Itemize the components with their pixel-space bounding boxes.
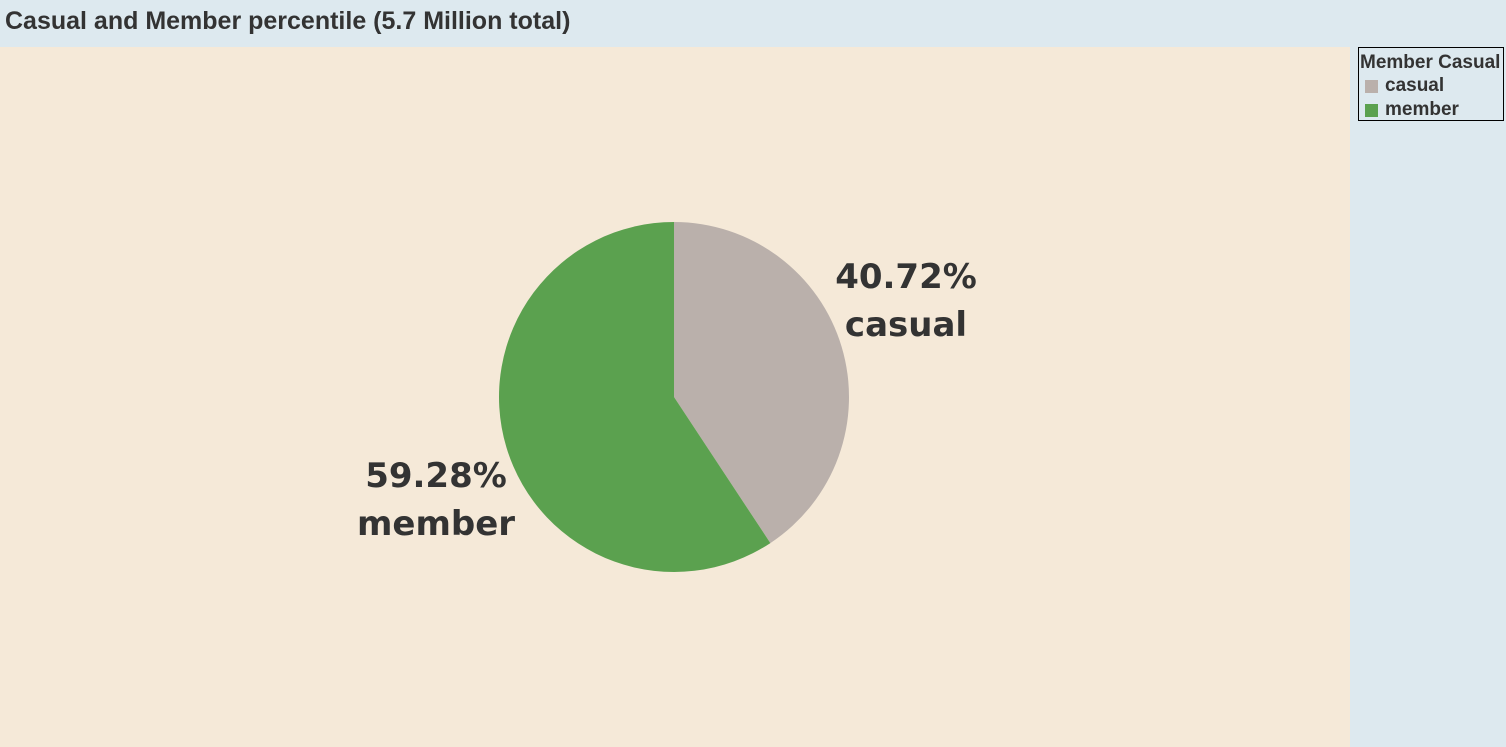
slice-value-label-casual: 40.72% bbox=[835, 257, 977, 297]
legend-swatch-member bbox=[1365, 103, 1378, 117]
pie-slice-casual[interactable] bbox=[674, 222, 849, 544]
legend-title: Member Casual bbox=[1360, 52, 1501, 73]
legend-label-member: member bbox=[1385, 99, 1459, 120]
legend: Member Casual casual member bbox=[1358, 47, 1504, 121]
pie-chart: 40.72% casual 59.28% member bbox=[357, 222, 977, 572]
slice-name-label-member: member bbox=[357, 504, 515, 544]
legend-swatch-casual bbox=[1365, 79, 1378, 93]
pie-slice-member[interactable] bbox=[499, 222, 771, 572]
legend-panel bbox=[1350, 47, 1506, 747]
title-bar: Casual and Member percentile (5.7 Millio… bbox=[0, 0, 1506, 47]
legend-item-casual[interactable]: casual bbox=[1365, 75, 1444, 97]
slice-name-label-casual: casual bbox=[845, 305, 967, 345]
legend-label-casual: casual bbox=[1385, 75, 1445, 96]
chart-title: Casual and Member percentile (5.7 Millio… bbox=[5, 7, 571, 35]
slice-value-label-member: 59.28% bbox=[365, 456, 507, 496]
legend-item-member[interactable]: member bbox=[1365, 99, 1459, 121]
